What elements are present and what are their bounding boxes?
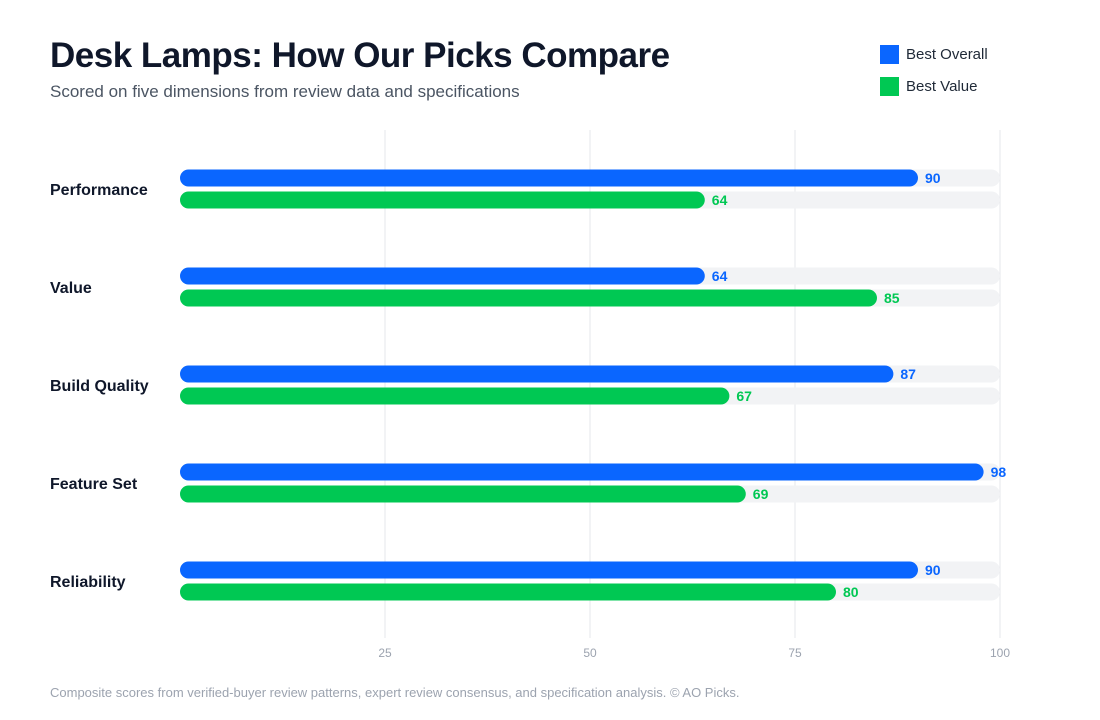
bar-feature-set-best-value xyxy=(180,485,746,503)
bar-performance-best-overall xyxy=(180,169,918,187)
legend-swatch-best-value xyxy=(880,77,899,96)
value-label-build-quality-best-overall: 87 xyxy=(900,366,916,382)
legend: Best Overall Best Value xyxy=(880,45,988,109)
value-label-performance-best-value: 64 xyxy=(712,192,728,208)
legend-item-best-value: Best Value xyxy=(880,77,988,96)
legend-label-best-overall: Best Overall xyxy=(906,46,988,63)
value-label-reliability-best-overall: 90 xyxy=(925,562,941,578)
category-label-build-quality: Build Quality xyxy=(50,378,149,395)
category-label-feature-set: Feature Set xyxy=(50,476,138,493)
category-label-performance: Performance xyxy=(50,182,148,199)
value-label-reliability-best-value: 80 xyxy=(843,584,859,600)
value-label-value-best-overall: 64 xyxy=(712,268,728,284)
x-tick-label-75: 75 xyxy=(788,646,802,660)
category-label-value: Value xyxy=(50,280,92,297)
bar-build-quality-best-overall xyxy=(180,365,894,383)
bar-performance-best-value xyxy=(180,191,705,209)
legend-swatch-best-overall xyxy=(880,45,899,64)
x-tick-label-100: 100 xyxy=(990,646,1010,660)
bar-reliability-best-overall xyxy=(180,561,918,579)
value-label-feature-set-best-overall: 98 xyxy=(991,464,1007,480)
chart-title: Desk Lamps: How Our Picks Compare xyxy=(50,36,670,75)
bar-build-quality-best-value xyxy=(180,387,730,405)
bar-feature-set-best-overall xyxy=(180,463,984,481)
x-tick-label-25: 25 xyxy=(378,646,392,660)
value-label-value-best-value: 85 xyxy=(884,290,900,306)
legend-label-best-value: Best Value xyxy=(906,78,978,95)
value-label-feature-set-best-value: 69 xyxy=(753,486,769,502)
bar-reliability-best-value xyxy=(180,583,836,601)
x-tick-label-50: 50 xyxy=(583,646,597,660)
footer-note: Composite scores from verified-buyer rev… xyxy=(50,685,740,700)
legend-item-best-overall: Best Overall xyxy=(880,45,988,64)
bar-value-best-value xyxy=(180,289,877,307)
bar-value-best-overall xyxy=(180,267,705,285)
value-label-performance-best-overall: 90 xyxy=(925,170,941,186)
value-label-build-quality-best-value: 67 xyxy=(736,388,752,404)
chart-subtitle: Scored on five dimensions from review da… xyxy=(50,82,520,101)
category-label-reliability: Reliability xyxy=(50,574,126,591)
